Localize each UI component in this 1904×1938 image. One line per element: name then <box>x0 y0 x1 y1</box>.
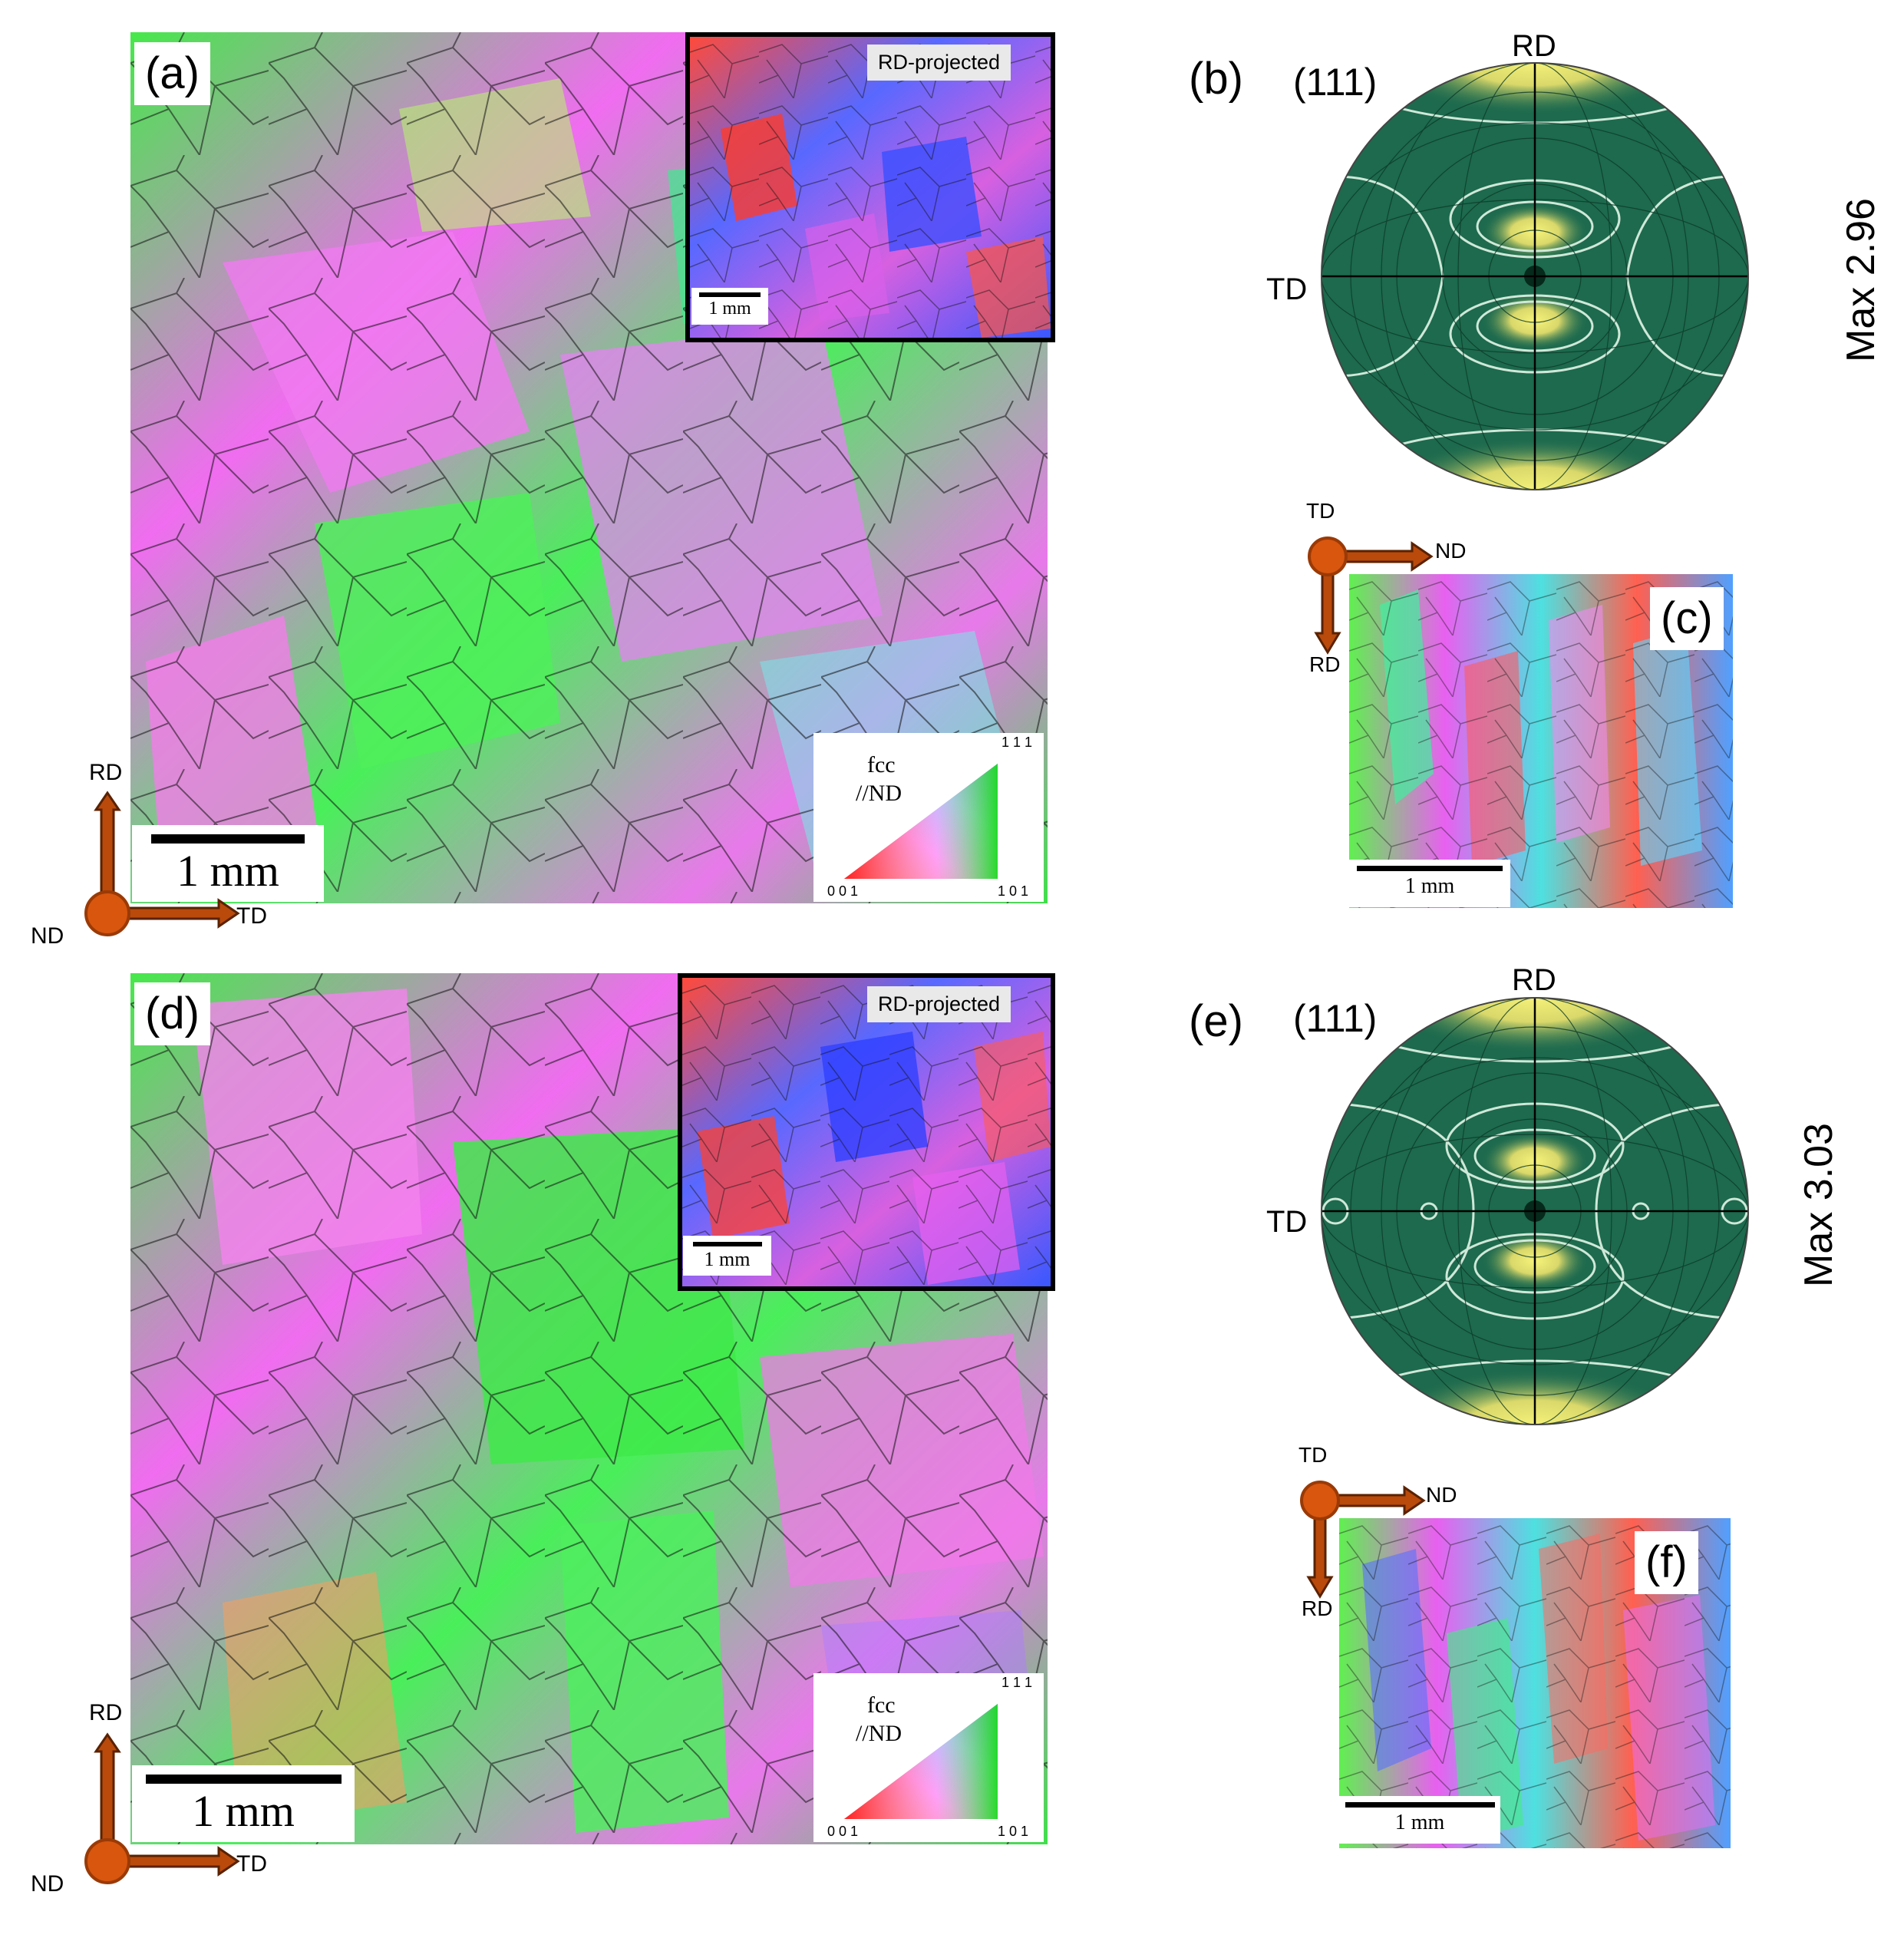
axis-nd-f: ND <box>1426 1483 1457 1507</box>
pf-max-b: Max 2.96 <box>1839 198 1883 362</box>
axis-td-f: TD <box>1298 1443 1328 1467</box>
axis-nd-d: ND <box>31 1871 64 1897</box>
legend-111-a: 1 1 1 <box>1001 735 1033 750</box>
main-scalebar-label-a: 1 mm <box>177 846 279 896</box>
legend-111-d: 1 1 1 <box>1001 1675 1033 1690</box>
rd-projected-caption-d: RD-projected <box>867 986 1011 1022</box>
side-scalebar-c: 1 mm <box>1349 860 1510 907</box>
axis-td-d: TD <box>236 1851 267 1877</box>
sample-axes-c: TD ND RD <box>1297 499 1466 676</box>
pole-figure-b <box>1320 61 1750 491</box>
ipf-legend-d: fcc //ND 1 1 1 0 0 1 1 0 1 <box>813 1673 1044 1842</box>
side-scalebar-label-c: 1 mm <box>1404 874 1455 898</box>
pf-left-label-b: TD <box>1266 272 1308 306</box>
legend-direction-d: //ND <box>856 1721 902 1746</box>
main-scalebar-label-d: 1 mm <box>192 1786 295 1836</box>
sample-axes-f: TD ND RD <box>1289 1443 1457 1620</box>
inset-scalebar-label-d: 1 mm <box>704 1248 751 1270</box>
pf-left-label-e: TD <box>1266 1205 1308 1239</box>
legend-crystal-a: fcc <box>867 752 896 778</box>
panel-label-f: (f) <box>1635 1531 1698 1594</box>
axis-nd-a: ND <box>31 923 64 949</box>
sample-axes-a: RD ND TD <box>23 756 267 956</box>
axis-rd-d: RD <box>89 1700 123 1725</box>
pole-figure-e <box>1320 996 1750 1426</box>
pf-max-e: Max 3.03 <box>1797 1123 1841 1287</box>
side-scalebar-f: 1 mm <box>1339 1796 1500 1844</box>
pf-top-label-b: RD <box>1512 29 1556 63</box>
panel-label-e: (e) <box>1178 990 1254 1053</box>
ipf-legend-a: fcc //ND 1 1 1 0 0 1 1 0 1 <box>813 733 1044 902</box>
legend-crystal-d: fcc <box>867 1692 896 1718</box>
side-scalebar-label-f: 1 mm <box>1394 1811 1445 1834</box>
inset-scalebar-a: 1 mm <box>691 288 768 325</box>
panel-label-d: (d) <box>134 982 210 1045</box>
main-scalebar-d: 1 mm <box>132 1765 355 1842</box>
axis-nd-c: ND <box>1435 539 1467 563</box>
rd-projected-inset-d <box>678 973 1055 1291</box>
inset-scalebar-d: 1 mm <box>683 1236 771 1276</box>
panel-label-b: (b) <box>1178 48 1254 111</box>
rd-projected-caption-a: RD-projected <box>867 45 1011 81</box>
panel-label-c: (c) <box>1650 587 1724 650</box>
legend-001-a: 0 0 1 <box>827 883 859 899</box>
inset-scalebar-label-a: 1 mm <box>708 299 751 319</box>
ebsd-map-f <box>1339 1518 1731 1848</box>
pf-plane-e: (111) <box>1293 997 1378 1040</box>
main-scalebar-a: 1 mm <box>132 825 324 902</box>
pf-plane-b: (111) <box>1293 61 1378 104</box>
legend-101-a: 1 0 1 <box>998 883 1029 899</box>
axis-rd-c: RD <box>1309 652 1341 676</box>
legend-101-d: 1 0 1 <box>998 1824 1029 1839</box>
legend-direction-a: //ND <box>856 781 902 806</box>
axis-rd-f: RD <box>1302 1596 1333 1620</box>
axis-rd-a: RD <box>89 760 123 785</box>
pf-top-label-e: RD <box>1512 963 1556 997</box>
axis-td-c: TD <box>1306 499 1335 523</box>
axis-td-a: TD <box>236 903 267 929</box>
legend-001-d: 0 0 1 <box>827 1824 859 1839</box>
rd-projected-inset-a <box>685 32 1055 342</box>
sample-axes-d: RD ND TD <box>23 1696 267 1903</box>
panel-label-a: (a) <box>134 42 210 105</box>
